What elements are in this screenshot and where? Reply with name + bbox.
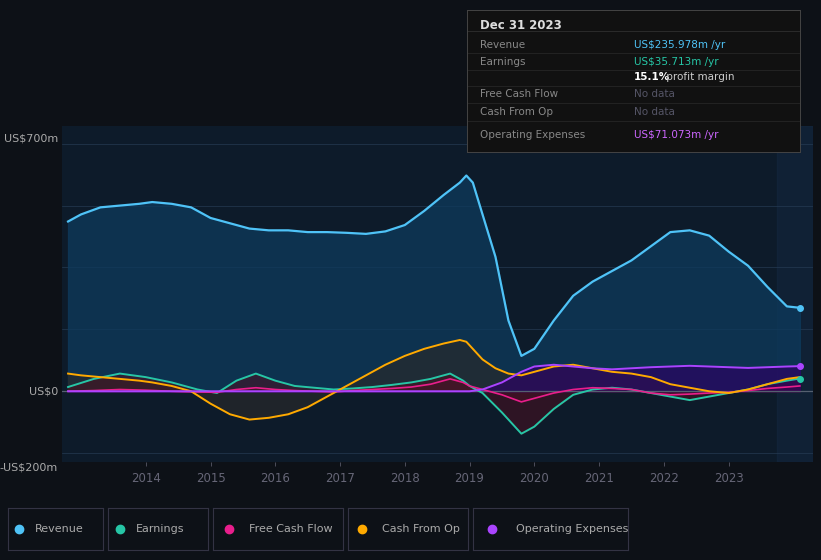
Text: 15.1%: 15.1% — [634, 72, 670, 82]
Text: Free Cash Flow: Free Cash Flow — [480, 90, 558, 100]
Text: US$71.073m /yr: US$71.073m /yr — [634, 130, 718, 140]
Text: US$700m: US$700m — [3, 134, 57, 144]
Text: US$0: US$0 — [29, 386, 57, 396]
Text: Earnings: Earnings — [480, 57, 525, 67]
Text: profit margin: profit margin — [663, 72, 735, 82]
Text: No data: No data — [634, 90, 674, 100]
Text: Cash From Op: Cash From Op — [480, 106, 553, 116]
Text: Earnings: Earnings — [136, 524, 185, 534]
Text: Operating Expenses: Operating Expenses — [516, 524, 629, 534]
Text: US$235.978m /yr: US$235.978m /yr — [634, 40, 725, 50]
Text: Revenue: Revenue — [34, 524, 84, 534]
Text: Free Cash Flow: Free Cash Flow — [250, 524, 333, 534]
Text: Operating Expenses: Operating Expenses — [480, 130, 585, 140]
Text: -US$200m: -US$200m — [0, 462, 57, 472]
Bar — [777, 126, 813, 462]
Text: Dec 31 2023: Dec 31 2023 — [480, 18, 562, 31]
Text: No data: No data — [634, 106, 674, 116]
Text: Cash From Op: Cash From Op — [382, 524, 460, 534]
Text: Revenue: Revenue — [480, 40, 525, 50]
Text: US$35.713m /yr: US$35.713m /yr — [634, 57, 718, 67]
